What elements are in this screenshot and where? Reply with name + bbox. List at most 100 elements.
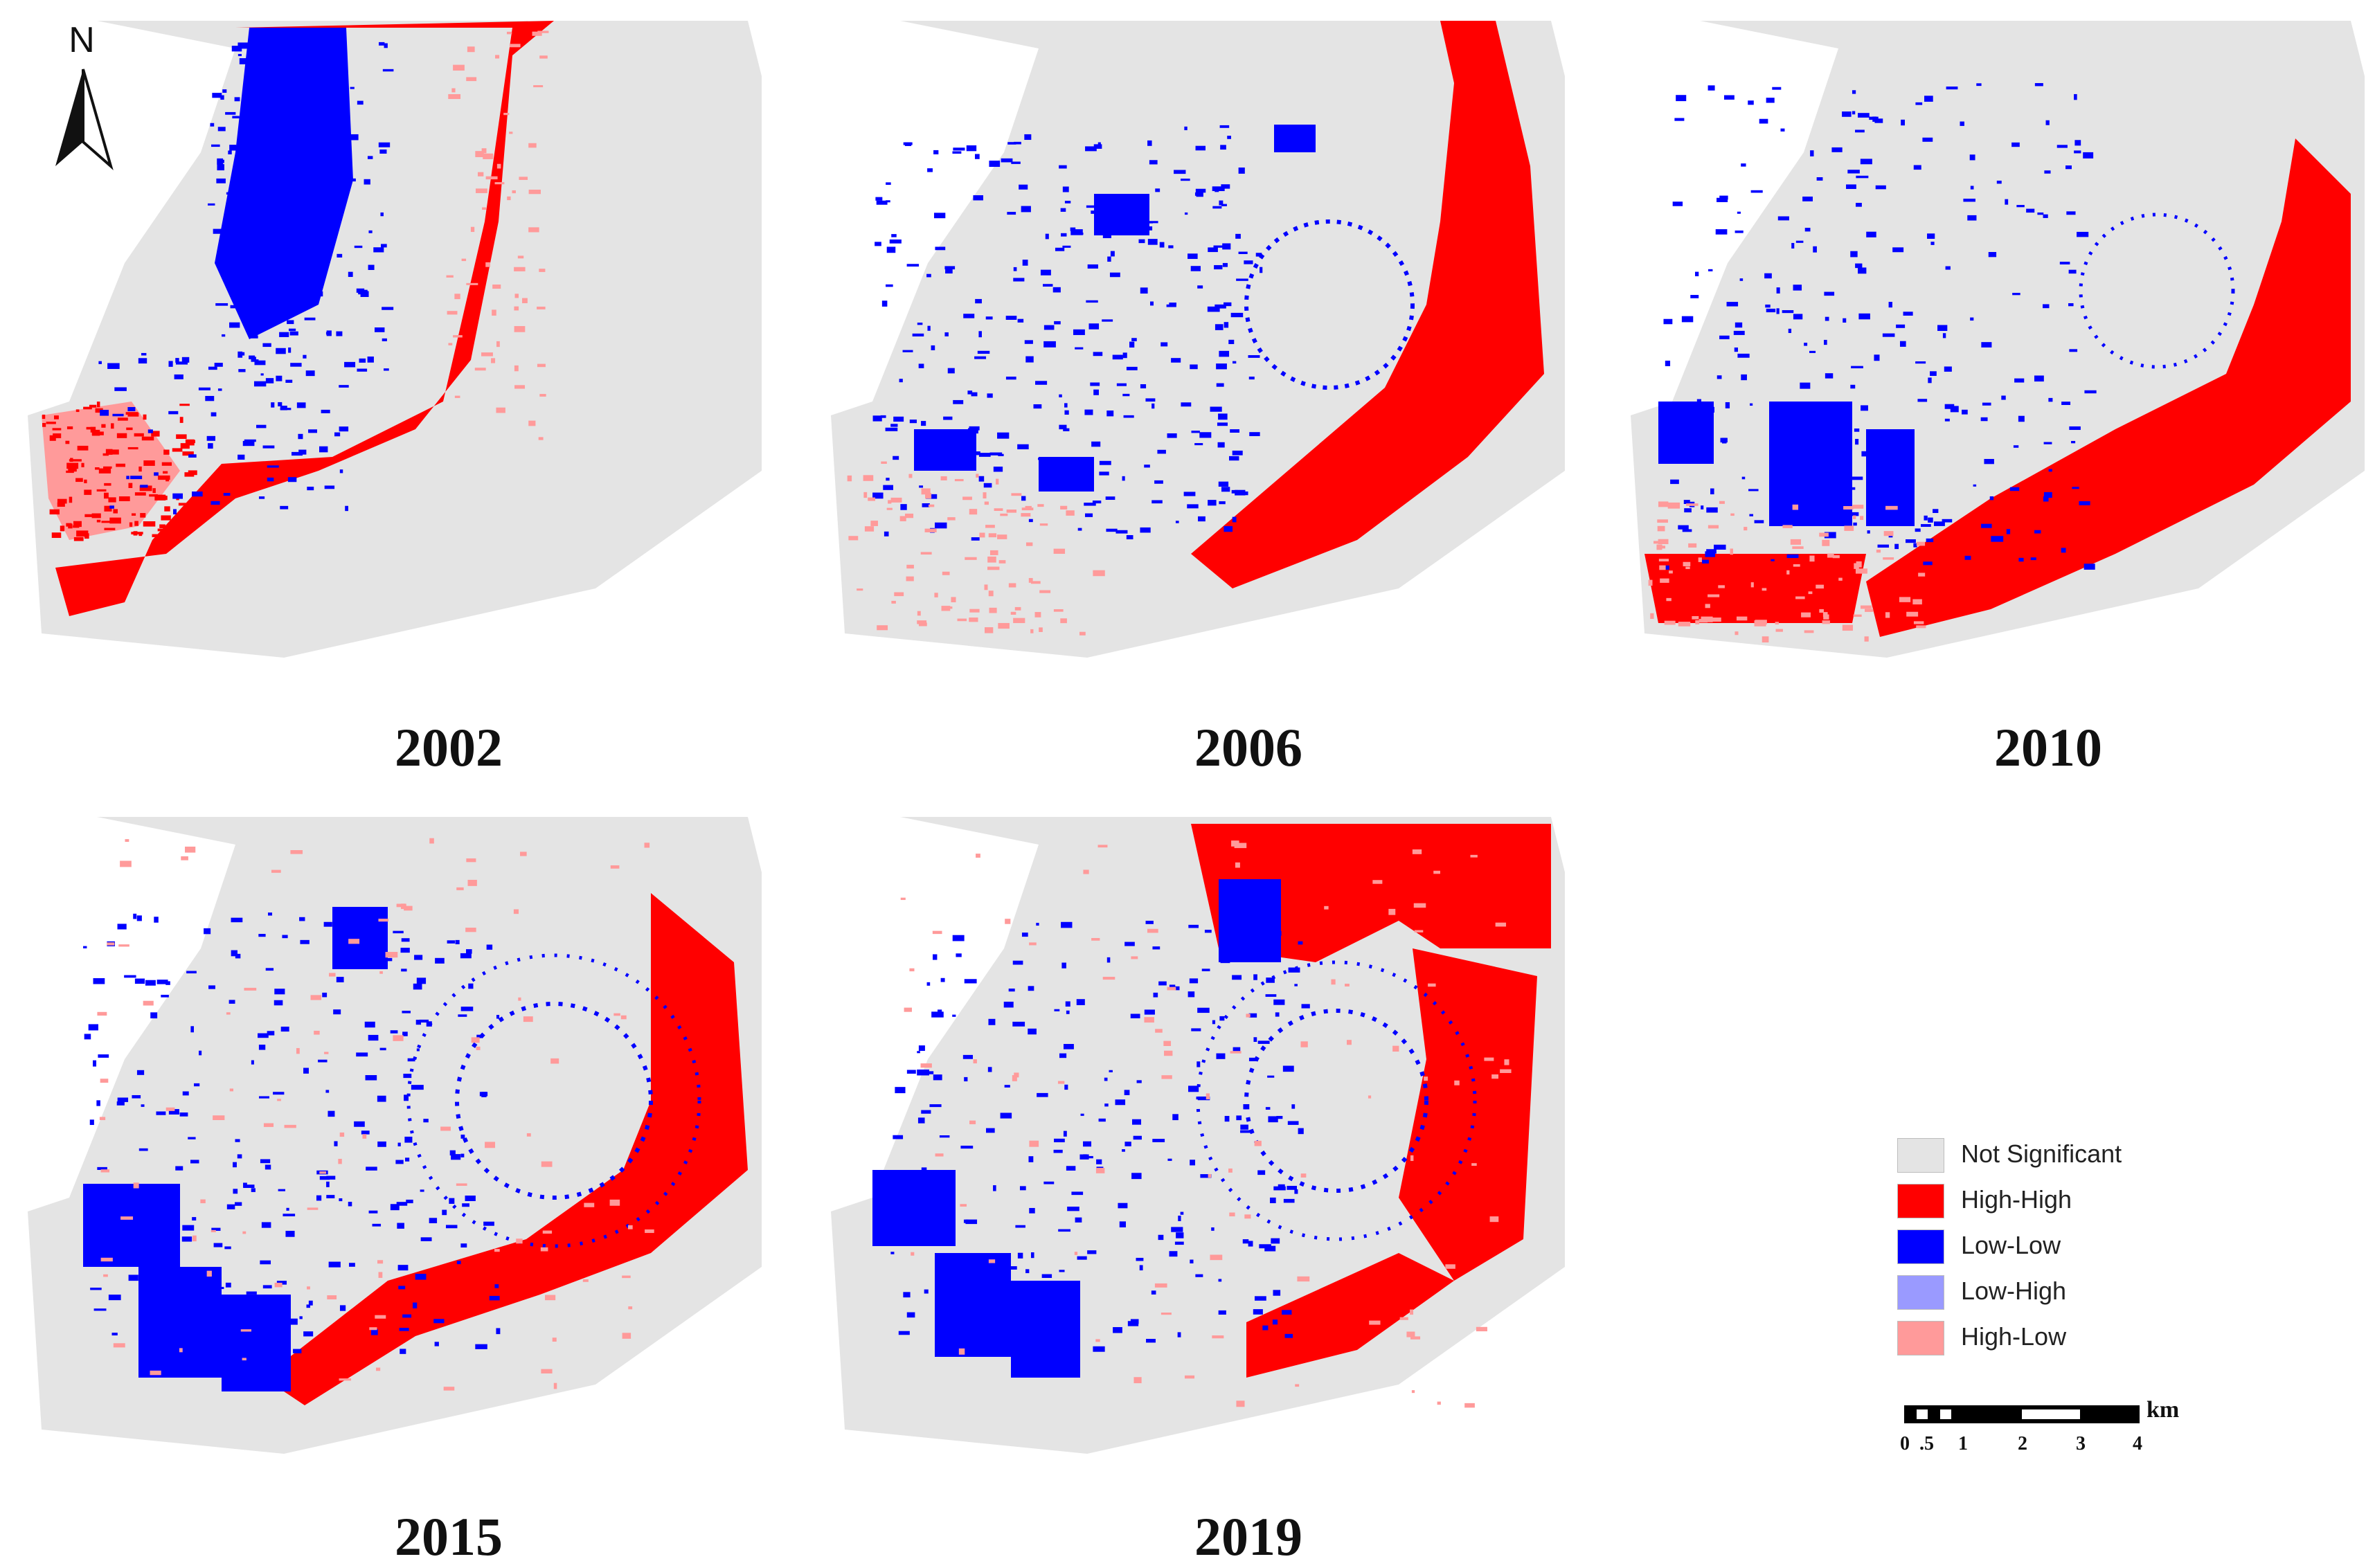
low-low-cell [922, 1178, 933, 1184]
high-high-cell [81, 462, 84, 467]
high-low-cell [1657, 525, 1665, 532]
low-low-cell [1684, 508, 1692, 513]
low-low-cell [143, 1314, 155, 1319]
low-low-block [872, 1170, 956, 1246]
low-low-cell [927, 168, 933, 172]
high-low-cell [1678, 622, 1691, 627]
legend-swatch [1897, 1229, 1944, 1264]
low-low-cell [1195, 145, 1206, 151]
high-low-cell [1650, 613, 1654, 619]
low-low-cell [927, 325, 931, 331]
low-low-cell [307, 487, 314, 491]
low-low-cell [262, 445, 275, 449]
high-low-cell [481, 352, 493, 357]
low-low-cell [1301, 1004, 1310, 1009]
high-low-cell [1005, 919, 1011, 924]
low-low-cell [290, 363, 302, 367]
low-low-cell [328, 1110, 335, 1117]
low-low-cell [323, 921, 332, 927]
low-low-cell [228, 1000, 235, 1004]
high-high-cell [52, 428, 62, 431]
low-low-cell [1013, 267, 1017, 271]
high-low-cell [1730, 513, 1735, 516]
low-low-cell [1737, 353, 1750, 358]
scale-tick: 3 [2076, 1433, 2086, 1454]
low-low-cell [1860, 159, 1872, 165]
low-low-cell [303, 181, 307, 188]
low-low-cell [136, 915, 142, 921]
low-low-cell [400, 948, 410, 953]
high-low-cell [1790, 539, 1802, 545]
low-low-cell [393, 930, 404, 934]
low-low-cell [903, 1292, 911, 1298]
low-low-cell [1222, 262, 1228, 267]
low-low-cell [2044, 170, 2051, 174]
high-low-cell [1133, 1377, 1142, 1384]
low-low-cell [314, 89, 325, 95]
low-low-cell [1804, 228, 1811, 232]
high-low-cell [1399, 1317, 1408, 1320]
high-low-cell [509, 132, 513, 134]
low-low-cell [971, 537, 980, 541]
high-low-cell [443, 1387, 455, 1391]
low-low-cell [1976, 83, 1982, 87]
low-low-cell [1062, 186, 1069, 192]
north-arrow: N [42, 20, 125, 180]
low-low-cell [460, 1007, 474, 1011]
high-low-cell [1701, 616, 1713, 622]
high-low-cell [1656, 544, 1663, 550]
high-low-cell [1692, 615, 1699, 620]
low-low-cell [1267, 1075, 1275, 1078]
low-low-cell [2016, 205, 2025, 208]
low-low-cell [926, 982, 931, 986]
low-low-cell [886, 284, 893, 287]
high-high-cluster [1644, 554, 1866, 623]
high-high-cell [151, 431, 160, 437]
low-low-cell [1084, 503, 1096, 506]
high-low-cell [644, 842, 650, 848]
low-low-cell [1766, 308, 1776, 313]
low-low-cell [1190, 1259, 1194, 1264]
low-low-cell [1980, 417, 1988, 422]
low-low-cell [292, 188, 299, 191]
legend-swatch [1897, 1184, 1944, 1218]
cluster-map-2006 [831, 21, 1565, 658]
low-low-cell [890, 1252, 895, 1254]
high-low-cell [242, 1358, 247, 1361]
low-low-cell [1149, 160, 1158, 165]
high-high-cell [157, 528, 168, 532]
low-low-cell [1197, 1007, 1210, 1013]
low-low-cell [361, 1130, 370, 1135]
high-low-cell [1014, 1072, 1019, 1078]
high-low-cell [514, 365, 519, 372]
low-low-cell [231, 46, 242, 52]
high-high-cell [103, 492, 109, 499]
high-high-cell [73, 521, 82, 528]
low-low-cell [279, 332, 289, 337]
low-low-cell [1852, 476, 1863, 480]
low-low-cell [962, 1054, 974, 1059]
low-low-cell [1816, 177, 1823, 181]
low-low-cell [1750, 403, 1753, 406]
low-low-cell [1025, 1269, 1030, 1274]
low-low-cell [1075, 1217, 1082, 1223]
low-low-cell [953, 147, 965, 151]
low-low-cell [1232, 450, 1243, 456]
low-low-cell [1678, 525, 1689, 530]
low-low-cell [1946, 87, 1958, 90]
low-low-cell [359, 358, 366, 363]
high-low-cell [984, 584, 988, 591]
low-low-cell [190, 1160, 199, 1164]
low-low-cell [225, 1282, 231, 1288]
high-low-cell [533, 84, 544, 88]
low-low-cell [983, 483, 992, 488]
low-low-cell [926, 273, 931, 278]
low-low-cell [906, 1312, 915, 1318]
low-low-cell [906, 264, 920, 267]
low-low-cell [1221, 184, 1230, 189]
high-low-cell [1686, 503, 1699, 506]
high-high-cell [84, 514, 94, 517]
high-low-cell [99, 1117, 106, 1121]
high-low-cell [307, 1207, 319, 1210]
high-low-cell [485, 262, 490, 267]
